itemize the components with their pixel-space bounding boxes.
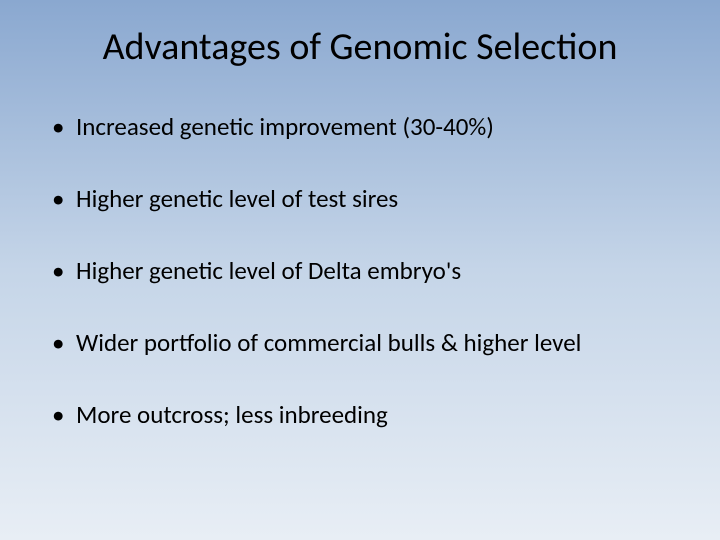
bullet-item: More outcross; less inbreeding <box>50 400 670 430</box>
bullet-item: Wider portfolio of commercial bulls & hi… <box>50 328 670 358</box>
bullet-item: Higher genetic level of Delta embryo's <box>50 256 670 286</box>
bullet-list: Increased genetic improvement (30-40%) H… <box>50 112 670 430</box>
bullet-item: Increased genetic improvement (30-40%) <box>50 112 670 142</box>
slide-title: Advantages of Genomic Selection <box>50 24 670 70</box>
slide-container: Advantages of Genomic Selection Increase… <box>0 0 720 540</box>
bullet-item: Higher genetic level of test sires <box>50 184 670 214</box>
